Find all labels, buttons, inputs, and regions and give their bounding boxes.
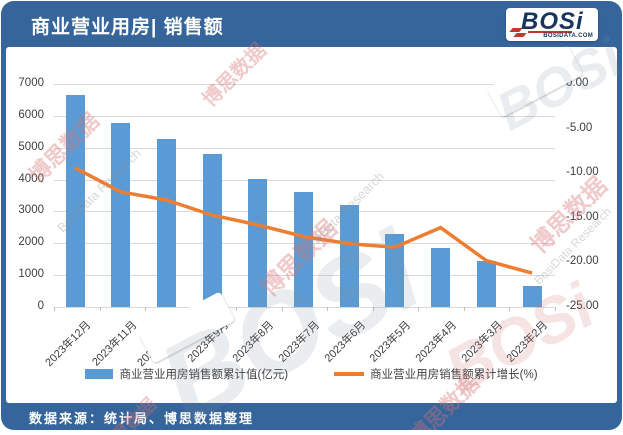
legend-line-swatch-icon	[334, 372, 365, 376]
bar-2023年3月	[476, 261, 496, 307]
chart-legend: 商业营业用房销售额累计值(亿元) 商业营业用房销售额累计增长(%)	[6, 366, 617, 382]
right-axis-tick-label: -15.00	[566, 210, 599, 223]
right-axis-tick-label: 0.00	[566, 77, 589, 89]
x-axis-tick	[372, 307, 374, 311]
x-axis-tick	[281, 307, 283, 311]
legend-line-label: 商业营业用房销售额累计增长(%)	[370, 369, 538, 381]
header-band: 商业营业用房| 销售额 BOSi BOSIDATA.COM	[1, 1, 622, 47]
bar-2023年9月	[202, 154, 222, 307]
gridline	[54, 115, 555, 117]
bar-2023年6月	[339, 205, 359, 307]
bar-2023年4月	[431, 247, 451, 307]
bar-2023年10月	[156, 139, 176, 307]
x-axis-tick	[236, 307, 238, 311]
x-axis-tick	[327, 307, 329, 311]
right-axis-labels: 0.00 -5.00 -10.00 -15.00 -20.00 -25.00	[566, 77, 621, 312]
logo-underline	[528, 31, 572, 33]
bar-2023年5月	[385, 234, 405, 307]
footer-band: 数据来源：统计局、博思数据整理	[1, 403, 622, 430]
left-axis-tick-label: 1000	[18, 268, 44, 281]
data-source-text: 数据来源：统计局、博思数据整理	[29, 411, 255, 426]
legend-item-line: 商业营业用房销售额累计增长(%)	[334, 366, 538, 382]
right-axis-tick-label: -20.00	[566, 255, 599, 268]
left-axis-tick-label: 2000	[18, 236, 44, 249]
x-axis-category-label: 2023年9月	[185, 319, 231, 365]
gridline	[54, 147, 555, 149]
x-axis-category-label: 2023年3月	[459, 319, 505, 365]
bar-2023年12月	[65, 95, 85, 307]
legend-bar-label: 商业营业用房销售额累计值(亿元)	[119, 369, 289, 381]
gridline	[54, 84, 555, 85]
x-axis-category-label: 2023年5月	[367, 319, 414, 365]
x-axis-category-label: 2023年12月	[43, 319, 94, 370]
left-axis-tick-label: 4000	[18, 172, 44, 185]
right-axis-tick-label: -10.00	[566, 166, 599, 179]
bosi-logo-domain: BOSIDATA.COM	[543, 33, 593, 39]
bar-2023年11月	[111, 123, 131, 307]
bar-2023年8月	[248, 178, 268, 307]
bosi-logo-text: BOSi	[521, 8, 584, 35]
x-axis-tick	[190, 307, 192, 311]
chart-panel: 0 1000 2000 3000 4000 5000 6000 7000 0.00 -5.00 -…	[6, 47, 617, 403]
gridline	[54, 307, 555, 308]
x-axis-category-label: 2023年2月	[504, 319, 551, 365]
x-axis-tick	[463, 307, 465, 311]
left-axis-tick-label: 5000	[18, 140, 44, 153]
x-axis-category-label: 2023年7月	[276, 319, 323, 365]
x-axis-tick	[54, 307, 55, 311]
legend-bar-swatch-icon	[85, 369, 114, 379]
x-axis-category-label: 2023年8月	[230, 319, 277, 365]
growth-line	[74, 166, 533, 275]
left-axis-tick-label: 7000	[18, 77, 44, 89]
plot-area	[54, 84, 556, 311]
bosi-logo: BOSi BOSIDATA.COM	[506, 8, 598, 41]
x-axis-tick	[509, 307, 511, 311]
bar-2023年7月	[294, 192, 313, 307]
gridline	[54, 179, 555, 181]
right-axis-tick-label: -5.00	[566, 121, 593, 134]
x-axis-category-label: 2023年4月	[413, 319, 460, 365]
left-axis-tick-label: 6000	[18, 108, 44, 121]
x-axis-category-label: 2023年11月	[89, 319, 140, 369]
page-title: 商业营业用房| 销售额	[31, 17, 224, 38]
x-axis-tick	[555, 307, 556, 311]
left-axis-tick-label: 0	[37, 300, 44, 312]
x-axis-tick	[418, 307, 420, 311]
logo-slash-icon	[513, 33, 527, 37]
left-axis-tick-label: 3000	[18, 204, 44, 217]
x-axis-tick	[99, 307, 101, 311]
growth-line-svg	[74, 166, 533, 275]
right-axis-tick-label: -25.00	[566, 300, 599, 312]
x-axis-tick	[145, 307, 147, 311]
left-axis-labels: 0 1000 2000 3000 4000 5000 6000 7000	[6, 77, 48, 312]
bar-2023年2月	[522, 285, 542, 307]
x-axis-category-label: 2023年6月	[322, 319, 368, 365]
x-axis-category-label: 2023年10月	[135, 319, 186, 370]
legend-item-bar: 商业营业用房销售额累计值(亿元)	[85, 366, 288, 382]
